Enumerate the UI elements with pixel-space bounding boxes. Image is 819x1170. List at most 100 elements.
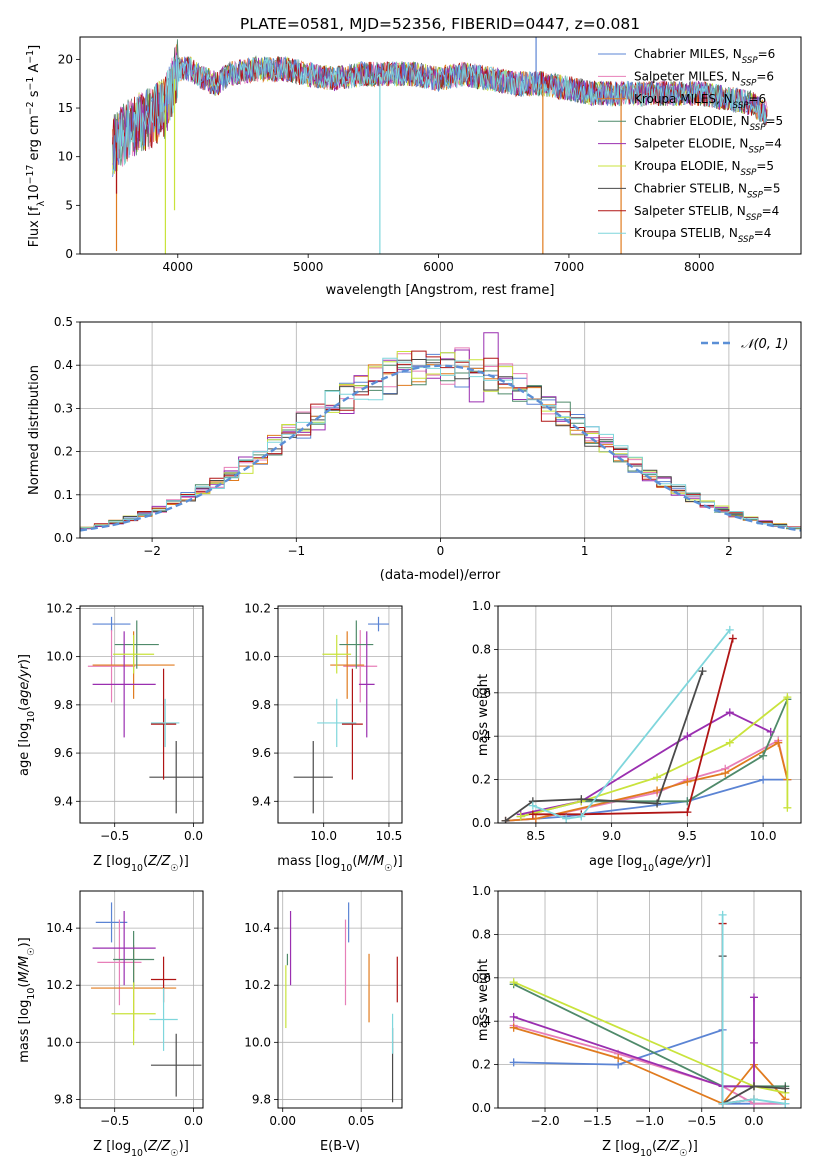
label-part: Z/Z [147,1139,171,1154]
weight-marker [509,1023,518,1032]
label-part: Kroupa MILES, N [634,92,733,106]
plot-area [501,625,792,823]
label-part: Flux [f [27,206,42,247]
label-part: 10 [640,1148,652,1159]
weight-marker [759,775,768,784]
weight-marker [749,1038,758,1047]
plot-area [509,910,790,1108]
y-tick-label: 10.2 [46,601,73,615]
legend-label: Kroupa MILES, NSSP=6 [634,92,766,111]
weight-marker [749,1082,758,1091]
weight-marker [725,708,734,717]
legend-label: 𝒩(0, 1) [741,337,788,352]
legend: 𝒩(0, 1) [701,337,788,352]
label-part: )] [179,1139,189,1154]
x-tick-label: 1 [581,544,589,558]
y-axis-label: Normed distribution [27,365,42,495]
label-part: SSP [747,190,764,200]
x-tick-label: 0.00 [269,1114,296,1128]
histogram-series [80,357,801,529]
y-tick-label: 10.4 [244,921,271,935]
y-tick-label: 0 [65,247,73,261]
label-part: λ [36,200,47,206]
y-tick-label: 10.0 [46,1035,73,1049]
weight-marker [683,777,692,786]
label-part: Salpeter ELODIE, N [634,137,748,151]
x-tick-label: 10.5 [376,829,403,843]
label-part: Chabrier ELODIE, N [634,114,750,128]
weight-line [721,914,786,1105]
x-tick-label: 9.5 [678,829,697,843]
y-tick-label: 10.2 [244,601,271,615]
plot-area [285,902,398,1103]
plot-area [293,616,389,814]
y-tick-label: 0.6 [472,971,491,985]
y-tick-label: 9.8 [54,698,73,712]
x-tick-label: 8.5 [526,829,545,843]
y-tick-label: 0.8 [472,642,491,656]
plot-area [80,332,801,532]
label-part: Z [log [93,854,131,869]
weight-marker [683,808,692,817]
x-tick-label: −0.5 [100,829,129,843]
legend-label: Salpeter MILES, NSSP=6 [634,69,774,88]
x-tick-label: −2.0 [530,1114,559,1128]
label-part: −17 [25,165,36,185]
label-part: ( [17,983,32,988]
weight-marker [653,773,662,782]
y-tick-label: 9.4 [54,794,73,808]
x-tick-label: 8000 [684,260,715,274]
label-part: Z/Z [147,854,171,869]
panel-mass_vs_EBV: 0.00 0.05 9.8 10.0 10.2 10.4 E(B-V) [244,890,403,1154]
axes-frame [277,605,403,824]
x-tick-label: −0.5 [687,1114,716,1128]
y-tick-label: 0.1 [54,488,73,502]
panel-weight_vs_age: 8.5 9.0 9.5 10.0 0.0 0.2 0.4 0.6 0.8 1.0 age [log1… [472,599,802,874]
weight-marker [528,801,537,810]
y-tick-label: 5 [65,198,73,212]
x-tick-label: 0 [437,544,445,558]
legend-label: Kroupa STELIB, NSSP=4 [634,226,771,245]
weight-marker [781,1084,790,1093]
y-axis-label: mass [log10(M/M☉)] [17,937,37,1063]
label-part: =6 [756,69,774,83]
label-part: 10 [131,863,143,874]
label-part: ☉ [170,863,178,874]
weight-marker [728,634,737,643]
weight-line [513,997,755,1088]
plot-area [91,902,202,1097]
panel-weight_vs_Z: −2.0 −1.5 −1.0 −0.5 0.0 0.0 0.2 0.4 0.6 0.8 1.0 Z [… [472,884,802,1159]
x-tick-label: 0.0 [184,1114,203,1128]
y-tick-label: 0.6 [472,686,491,700]
label-part: age [log [589,854,642,869]
label-part: SSP [750,123,767,133]
weight-marker [509,978,518,987]
x-tick-label: −1.5 [583,1114,612,1128]
y-tick-label: 10 [58,150,73,164]
y-tick-label: 1.0 [472,599,491,613]
y-tick-label: 10.0 [244,650,271,664]
x-tick-label: 4000 [163,260,194,274]
label-part: Chabrier STELIB, N [634,181,747,195]
x-axis-label: E(B-V) [320,1139,360,1154]
label-part: =6 [758,47,776,61]
label-part: ( [352,854,357,869]
label-part: Chabrier MILES, N [634,47,742,61]
label-part: Salpeter STELIB, N [634,204,746,218]
weight-marker [783,803,792,812]
y-tick-label: 0.5 [54,315,73,329]
y-tick-label: 0.2 [54,445,73,459]
weight-marker [653,799,662,808]
label-part: 10 [340,863,352,874]
panel-residuals: −2 −1 0 1 2 0.0 0.1 0.2 0.3 0.4 0.5 (data-model)/er… [27,315,802,583]
weight-marker [698,667,707,676]
label-part: 10 [26,988,37,1000]
y-axis-label: Flux [fλ10−17 erg cm−2 s−1 A−1] [25,45,47,247]
label-part: )] [179,854,189,869]
x-axis-label: wavelength [Angstrom, rest frame] [326,283,555,298]
label-part: SSP [738,235,755,245]
legend-label: Kroupa ELODIE, NSSP=5 [634,159,774,178]
label-part: Kroupa STELIB, N [634,226,738,240]
label-part: ] [27,45,42,50]
x-tick-label: −1.0 [635,1114,664,1128]
